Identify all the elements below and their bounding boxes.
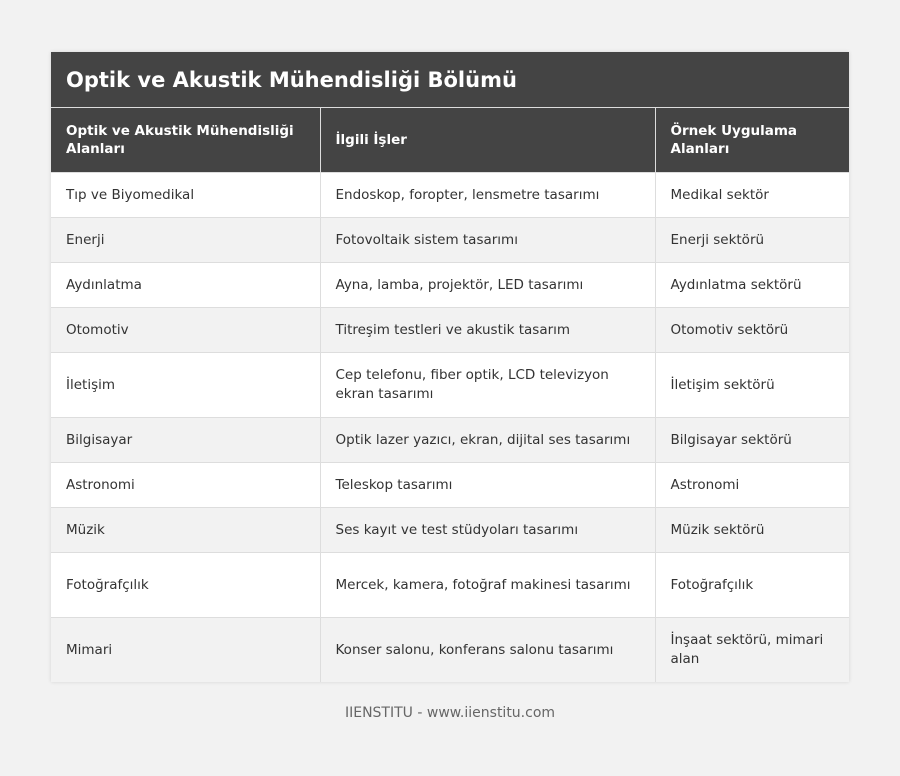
table-cell: Astronomi [655,462,849,508]
table-cell: Titreşim testleri ve akustik tasarım [320,307,656,353]
table-cell: Astronomi [51,462,321,508]
table-row: Fotoğrafçılık Mercek, kamera, fotoğraf ma… [51,552,849,618]
table-row: Enerji Fotovoltaik sistem tasarımı Enerji … [51,217,849,263]
table-cell: Bilgisayar sektörü [655,417,849,463]
table-cell: Tıp ve Biyomedikal [51,172,321,218]
table-cell: Mimari [51,617,321,682]
column-header: Örnek Uygulama Alanları [655,108,849,173]
table-row: Astronomi Teleskop tasarımı Astronomi [51,462,849,508]
table-cell: Müzik [51,507,321,553]
table-cell: Medikal sektör [655,172,849,218]
table-cell: Ayna, lamba, projektör, LED tasarımı [320,262,656,308]
table-cell: Otomotiv [51,307,321,353]
footer-credit: IIENSTITU - www.iienstitu.com [344,705,556,721]
table-cell: Aydınlatma [51,262,321,308]
table-cell: Bilgisayar [51,417,321,463]
table-cell: İletişim [51,352,321,418]
column-header: İlgili İşler [320,108,656,173]
table-cell: İletişim sektörü [655,352,849,418]
table-cell: İnşaat sektörü, mimari alan [655,617,849,682]
table-row: Otomotiv Titreşim testleri ve akustik tas… [51,307,849,353]
table-row: Müzik Ses kayıt ve test stüdyoları tasarı… [51,507,849,553]
header-row: Optik ve Akustik Mühendisliği Alanları İ… [51,108,849,173]
table-cell: Mercek, kamera, fotoğraf makinesi tasarı… [320,552,656,618]
table-cell: Enerji sektörü [655,217,849,263]
table-card: Optik ve Akustik Mühendisliği Bölümü Opt… [51,52,849,682]
table-cell: Müzik sektörü [655,507,849,553]
column-header: Optik ve Akustik Mühendisliği Alanları [51,108,321,173]
table-cell: Optik lazer yazıcı, ekran, dijital ses t… [320,417,656,463]
table-row: Aydınlatma Ayna, lamba, projektör, LED ta… [51,262,849,308]
table-cell: Otomotiv sektörü [655,307,849,353]
table-cell: Fotoğrafçılık [655,552,849,618]
table-cell: Fotovoltaik sistem tasarımı [320,217,656,263]
table-row: İletişim Cep telefonu, fiber optik, LCD t… [51,352,849,418]
table-cell: Fotoğrafçılık [51,552,321,618]
table-row: Tıp ve Biyomedikal Endoskop, foropter, le… [51,172,849,218]
table-title: Optik ve Akustik Mühendisliği Bölümü [51,52,849,108]
table-cell: Enerji [51,217,321,263]
table-cell: Konser salonu, konferans salonu tasarımı [320,617,656,682]
table-cell: Cep telefonu, fiber optik, LCD televizyo… [320,352,656,418]
data-table: Optik ve Akustik Mühendisliği Alanları İ… [51,108,849,682]
table-cell: Endoskop, foropter, lensmetre tasarımı [320,172,656,218]
table-row: Mimari Konser salonu, konferans salonu ta… [51,617,849,682]
table-cell: Aydınlatma sektörü [655,262,849,308]
table-cell: Ses kayıt ve test stüdyoları tasarımı [320,507,656,553]
table-row: Bilgisayar Optik lazer yazıcı, ekran, dij… [51,417,849,463]
table-cell: Teleskop tasarımı [320,462,656,508]
